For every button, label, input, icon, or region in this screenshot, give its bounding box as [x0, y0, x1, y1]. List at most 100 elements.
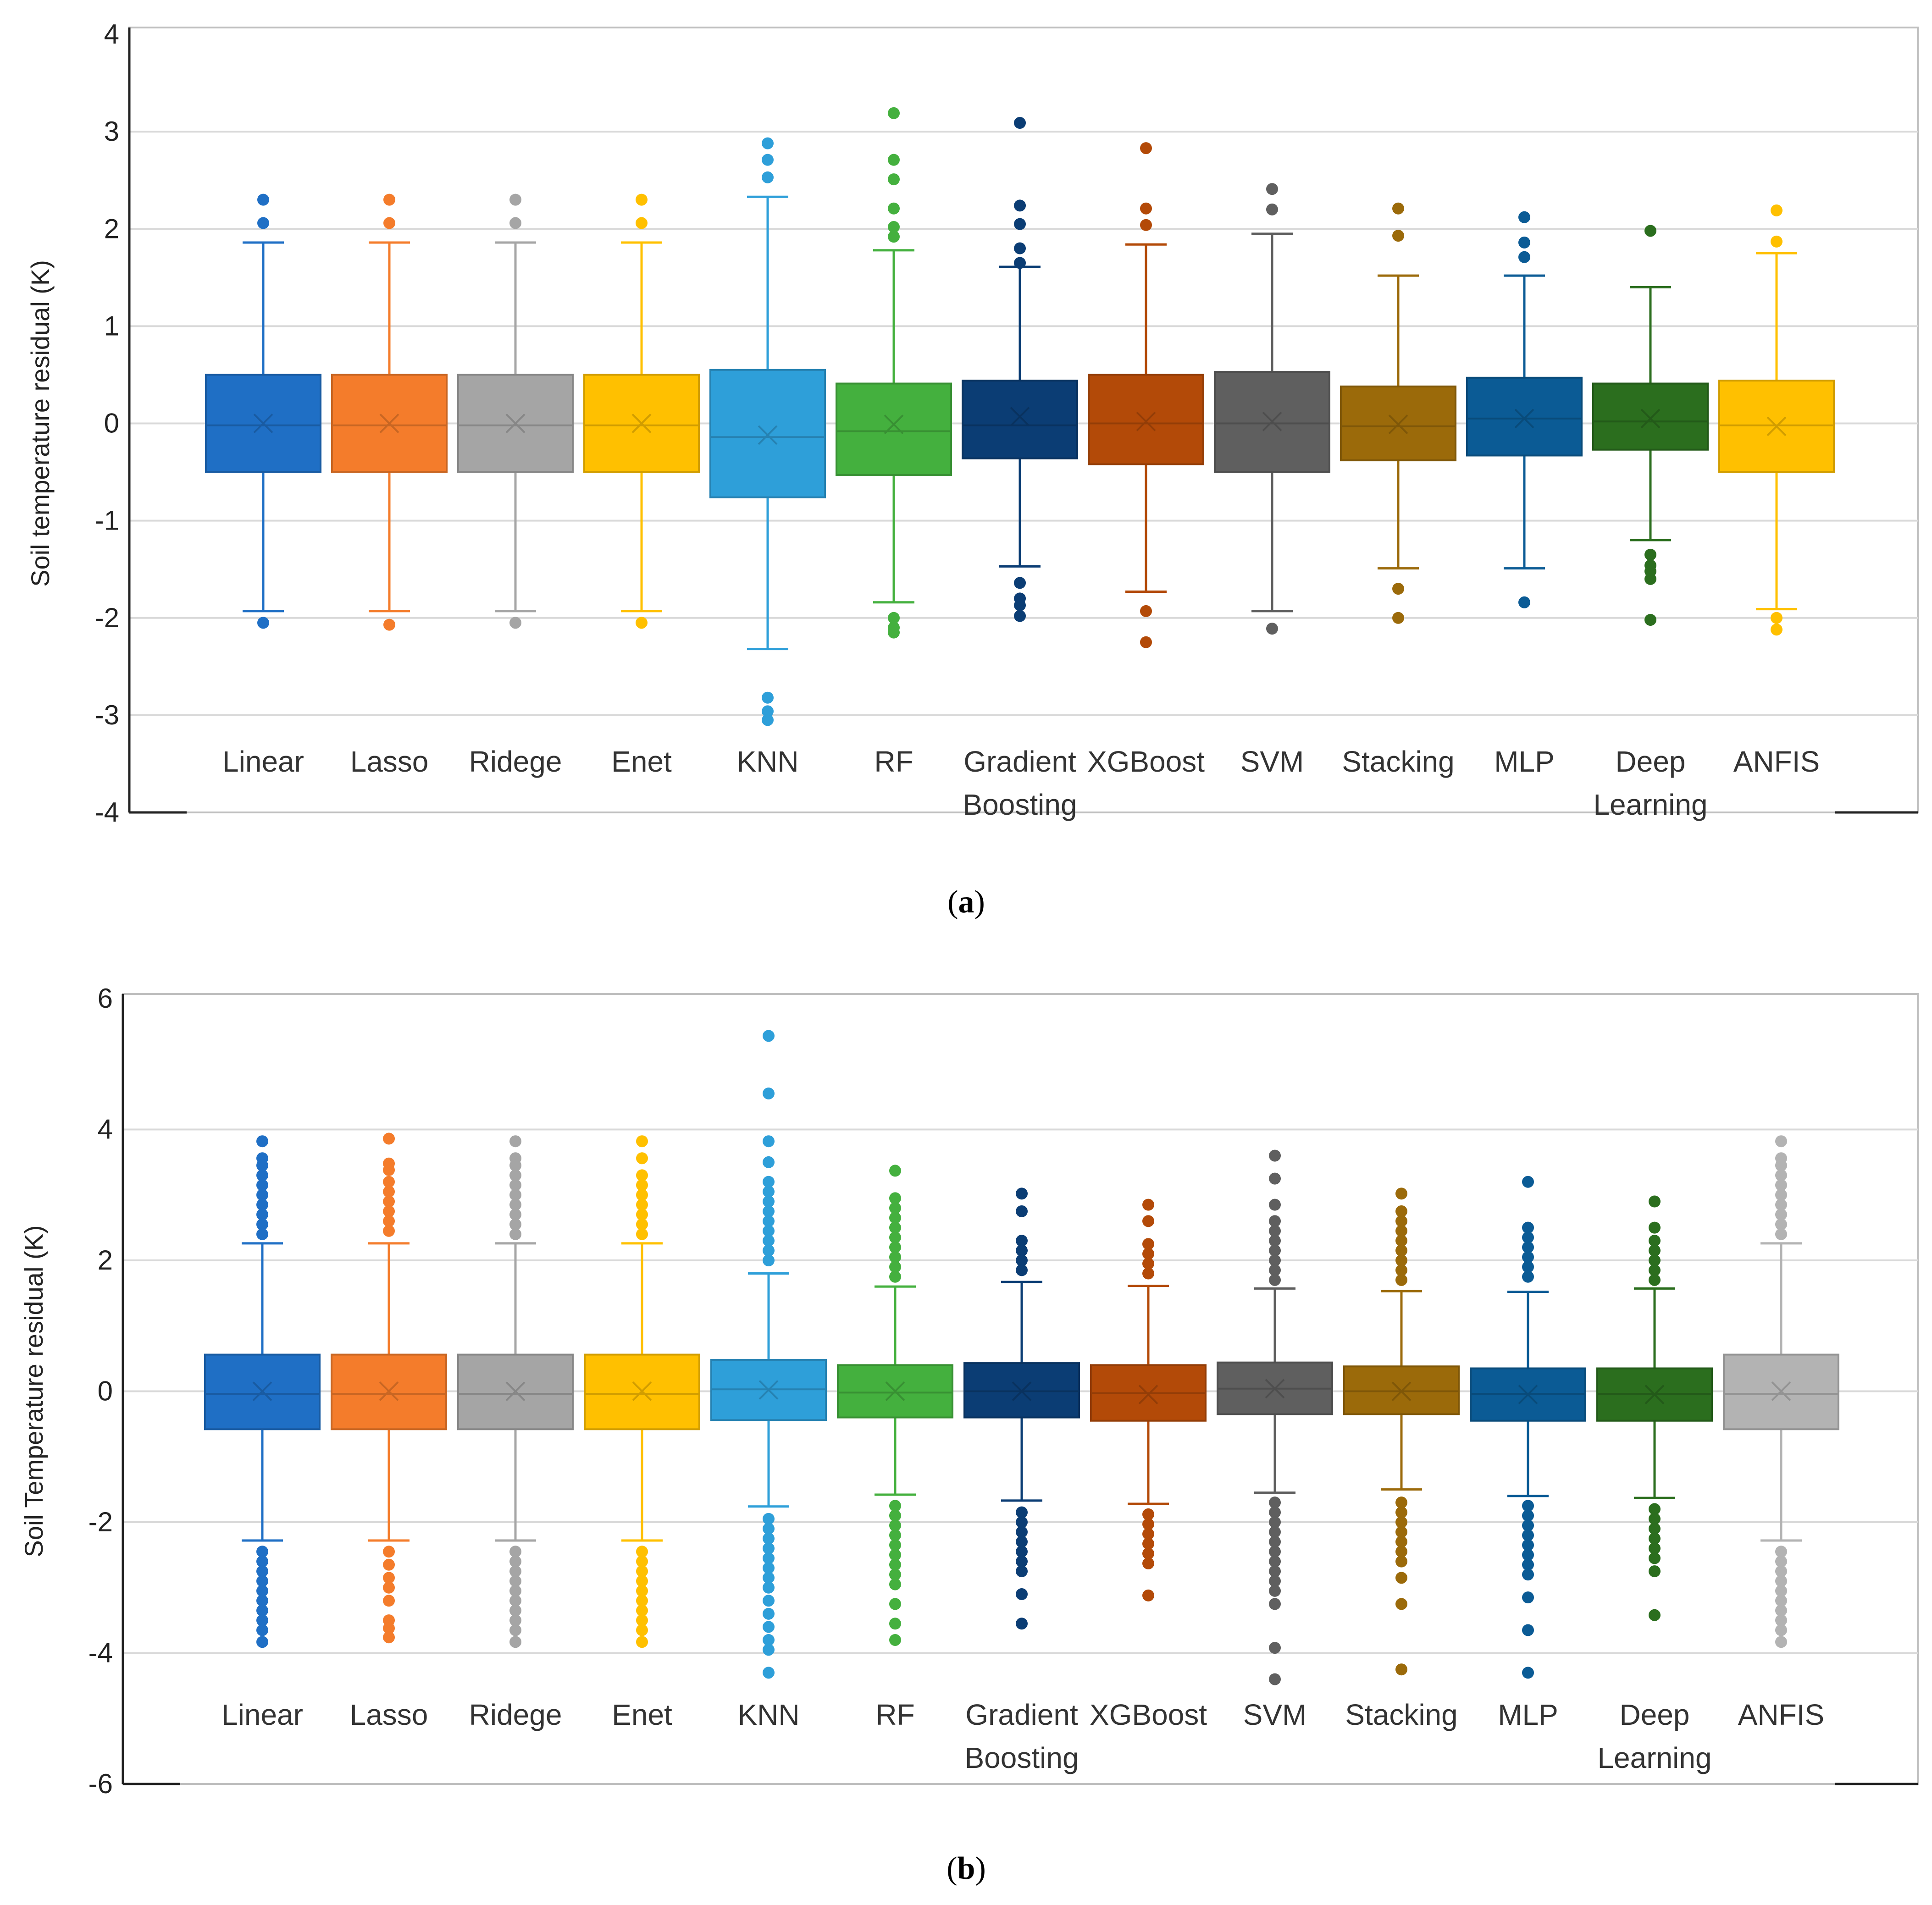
outlier-point	[1395, 1187, 1407, 1200]
mean-marker	[1265, 1379, 1285, 1399]
outlier-point	[1269, 1555, 1281, 1568]
outlier-point	[1142, 1238, 1154, 1250]
outlier-point	[1142, 1215, 1154, 1227]
outlier-point	[1644, 613, 1656, 626]
outlier-point	[889, 1509, 901, 1522]
outlier-point	[1644, 548, 1656, 561]
outlier-point	[1269, 1546, 1281, 1558]
outlier-point	[256, 1585, 268, 1597]
y-tick-label: 3	[104, 116, 119, 147]
outlier-point	[1395, 1254, 1407, 1266]
outlier-point	[383, 1215, 395, 1227]
outlier-point	[1395, 1244, 1407, 1257]
chart-panel-b: 6 4 2 0 -2 -4 -6 Soil Temperature residual (K) L…	[19, 983, 1919, 1886]
outlier-point	[1269, 1673, 1281, 1685]
outlier-point	[763, 1205, 775, 1217]
outlier-point	[763, 1186, 775, 1198]
outlier-point	[383, 618, 395, 631]
outlier-point	[763, 1542, 775, 1555]
outlier-point	[256, 1636, 268, 1648]
outlier-point	[1266, 203, 1278, 215]
outlier-point	[1016, 1205, 1028, 1217]
mean-marker	[505, 1381, 526, 1401]
y-axis-title: Soil temperature residual (K)	[26, 260, 55, 587]
outlier-point	[1649, 1254, 1661, 1266]
outlier-point	[1395, 1235, 1407, 1247]
outlier-point	[636, 1135, 648, 1148]
outlier-point	[763, 1087, 775, 1099]
outlier-point	[1269, 1535, 1281, 1548]
outlier-point	[509, 1198, 521, 1211]
outlier-point	[1522, 1519, 1534, 1532]
outlier-point	[889, 1549, 901, 1561]
outlier-point	[383, 1132, 395, 1145]
outlier-point	[636, 1575, 648, 1587]
mean-marker	[885, 1381, 905, 1401]
outlier-point	[1518, 236, 1530, 248]
outlier-point	[1522, 1529, 1534, 1541]
outlier-point	[256, 1228, 268, 1240]
outlier-point	[1016, 1187, 1028, 1200]
outlier-point	[1522, 1261, 1534, 1273]
outlier-point	[763, 1195, 775, 1208]
outlier-point	[256, 1160, 268, 1172]
outlier-point	[763, 1244, 775, 1257]
outlier-point	[1395, 1215, 1407, 1227]
outlier-point	[509, 1636, 521, 1648]
outlier-point	[1142, 1508, 1154, 1520]
outlier-point	[256, 1624, 268, 1636]
outlier-point	[1016, 1264, 1028, 1276]
y-tick-label: -4	[89, 1638, 113, 1668]
x-category-label: Boosting	[964, 1741, 1079, 1774]
outlier-point	[1775, 1135, 1787, 1148]
outlier-point	[1522, 1549, 1534, 1561]
outlier-point	[1518, 211, 1530, 223]
outlier-point	[1649, 1609, 1661, 1621]
outlier-point	[1392, 230, 1404, 242]
box-svm: SVM	[1214, 183, 1330, 778]
outlier-point	[256, 1179, 268, 1191]
mean-marker	[252, 1381, 272, 1401]
outlier-point	[383, 1186, 395, 1198]
box-deep-learning: Deep Learning	[1592, 225, 1709, 821]
outlier-point	[1016, 1555, 1028, 1568]
x-category-label: Deep	[1620, 1698, 1690, 1731]
outlier-point	[1014, 577, 1026, 589]
outlier-point	[889, 1634, 901, 1646]
x-category-label: KNN	[736, 745, 798, 778]
outlier-point	[763, 1595, 775, 1607]
outlier-point	[1775, 1218, 1787, 1231]
outlier-point	[1014, 257, 1026, 269]
outlier-point	[1522, 1221, 1534, 1234]
outlier-point	[256, 1135, 268, 1148]
box-svm: SVM	[1217, 1149, 1333, 1731]
mean-marker	[758, 1380, 779, 1400]
outlier-point	[509, 1209, 521, 1221]
outlier-point	[889, 1500, 901, 1512]
mean-marker	[1388, 414, 1408, 435]
outlier-point	[636, 1546, 648, 1558]
outlier-point	[1771, 204, 1783, 216]
outlier-point	[763, 1215, 775, 1227]
outlier-point	[1269, 1575, 1281, 1587]
outlier-point	[1016, 1506, 1028, 1518]
x-category-label: Enet	[612, 1698, 672, 1731]
outlier-point	[1142, 1258, 1154, 1270]
outlier-point	[509, 1169, 521, 1182]
y-tick-label: 0	[98, 1376, 113, 1407]
outlier-point	[1269, 1496, 1281, 1509]
outlier-point	[889, 1202, 901, 1214]
y-axis-title: Soil Temperature residual (K)	[19, 1225, 48, 1557]
outlier-point	[636, 1604, 648, 1617]
outlier-point	[509, 1135, 521, 1148]
outlier-point	[889, 1270, 901, 1283]
outlier-point	[889, 1558, 901, 1571]
outlier-point	[256, 1595, 268, 1607]
outlier-point	[1140, 636, 1152, 648]
outlier-point	[636, 1228, 648, 1240]
outlier-point	[1775, 1209, 1787, 1221]
y-tick-label: 1	[104, 310, 119, 341]
outlier-point	[1142, 1198, 1154, 1211]
x-category-label: Ridege	[469, 1698, 562, 1731]
outlier-point	[1269, 1172, 1281, 1185]
